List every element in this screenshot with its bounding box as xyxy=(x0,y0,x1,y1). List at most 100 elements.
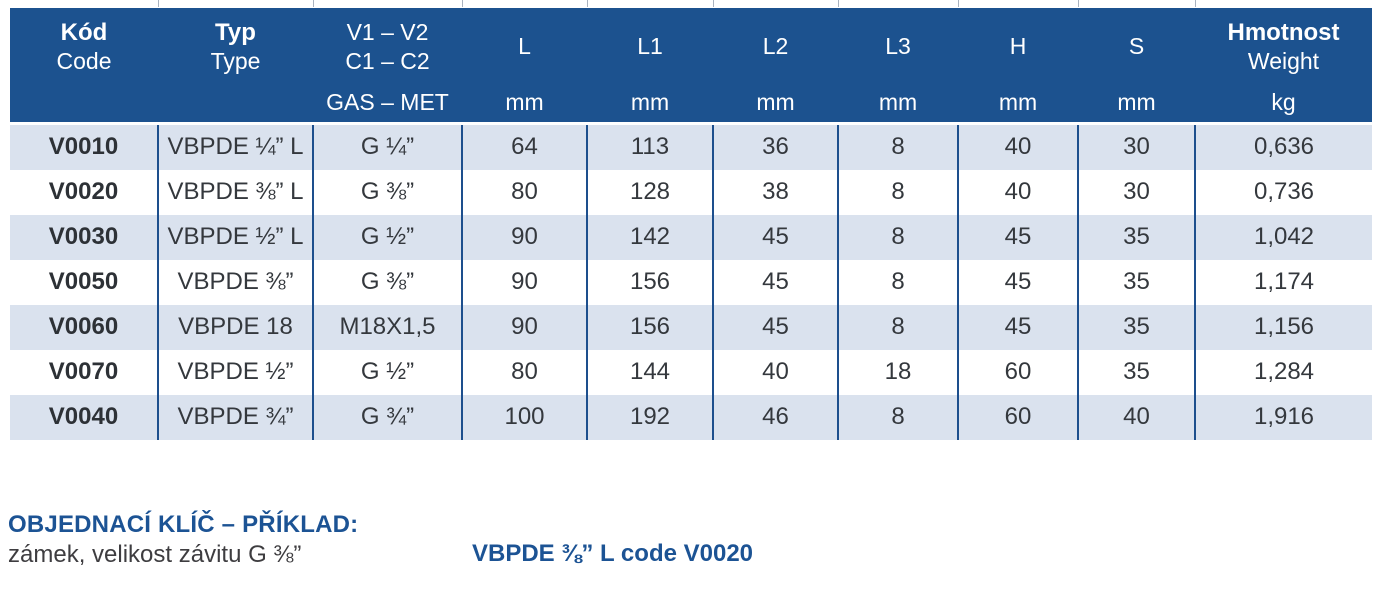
cell-l3: 8 xyxy=(837,214,958,260)
cell-h: 60 xyxy=(957,349,1078,395)
cell-h: 45 xyxy=(957,259,1078,305)
cell-h: 60 xyxy=(957,394,1078,440)
cell-code: V0020 xyxy=(10,169,158,215)
cell-type: VBPDE ¾” xyxy=(157,394,313,440)
cell-type: VBPDE 18 xyxy=(157,304,313,350)
cell-s: 30 xyxy=(1077,123,1195,170)
cell-l1: 156 xyxy=(586,259,713,305)
tick-mark xyxy=(713,0,714,7)
cell-h: 40 xyxy=(957,169,1078,215)
cell-l2: 45 xyxy=(712,304,838,350)
cell-h: 45 xyxy=(957,304,1078,350)
cell-l3: 8 xyxy=(837,169,958,215)
table-row: V0070 VBPDE ½” G ½” 80 144 40 18 60 35 1,284 xyxy=(10,349,1372,395)
cell-l3: 18 xyxy=(837,349,958,395)
cell-type: VBPDE ⅜” L xyxy=(157,169,313,215)
header-subtitle-code: Code xyxy=(56,47,112,74)
cell-l: 80 xyxy=(461,169,587,215)
header-title-type: Typ xyxy=(215,18,256,46)
header-title-h: H xyxy=(1009,33,1027,59)
cell-weight: 1,042 xyxy=(1194,214,1372,260)
ordering-example-description: zámek, velikost závitu G ⅜” xyxy=(8,541,302,568)
cell-l2: 36 xyxy=(712,123,838,170)
cell-code: V0060 xyxy=(10,304,158,350)
ordering-example-code: VBPDE ⅜” L code V0020 xyxy=(472,540,754,567)
header-title-l2: L2 xyxy=(762,33,789,59)
cell-weight: 0,736 xyxy=(1194,169,1372,215)
header-unit-code xyxy=(10,85,158,125)
header-unit-thread: GAS – MET xyxy=(313,85,462,125)
header-thread: V1 – V2 C1 – C2 xyxy=(313,8,462,85)
spec-table: Kód Code Typ Type V1 – V2 C1 – C2 L L1 L2 L3 H S Hmo… xyxy=(10,8,1372,440)
tick-mark xyxy=(313,0,314,7)
header-unit-weight: kg xyxy=(1195,85,1372,125)
header-weight: Hmotnost Weight xyxy=(1195,8,1372,85)
spec-table-header: Kód Code Typ Type V1 – V2 C1 – C2 L L1 L2 L3 H S Hmo… xyxy=(10,8,1372,125)
cell-thread: M18X1,5 xyxy=(312,304,462,350)
header-title-l1: L1 xyxy=(637,33,663,59)
cell-s: 35 xyxy=(1077,214,1195,260)
cell-s: 35 xyxy=(1077,259,1195,305)
cell-l: 90 xyxy=(461,214,587,260)
cell-type: VBPDE ½” L xyxy=(157,214,313,260)
cell-s: 35 xyxy=(1077,349,1195,395)
cell-l3: 8 xyxy=(837,394,958,440)
tick-mark xyxy=(958,0,959,7)
cell-type: VBPDE ⅜” xyxy=(157,259,313,305)
cell-l3: 8 xyxy=(837,123,958,170)
cell-l1: 144 xyxy=(586,349,713,395)
tick-mark xyxy=(158,0,159,7)
header-type: Typ Type xyxy=(158,8,313,85)
cell-weight: 1,174 xyxy=(1194,259,1372,305)
header-unit-type xyxy=(158,85,313,125)
cell-l2: 38 xyxy=(712,169,838,215)
header-unit-l: mm xyxy=(462,85,587,125)
cell-l: 80 xyxy=(461,349,587,395)
header-l2: L2 xyxy=(713,8,838,85)
cell-l2: 45 xyxy=(712,214,838,260)
header-title-weight: Hmotnost xyxy=(1227,18,1340,46)
header-l: L xyxy=(462,8,587,85)
header-title-s: S xyxy=(1128,33,1145,59)
cell-l1: 128 xyxy=(586,169,713,215)
cell-l2: 45 xyxy=(712,259,838,305)
header-code: Kód Code xyxy=(10,8,158,85)
cell-thread: G ⅜” xyxy=(312,169,462,215)
cell-weight: 1,916 xyxy=(1194,394,1372,440)
cell-thread: G ¼” xyxy=(312,123,462,170)
header-unit-s: mm xyxy=(1078,85,1195,125)
cell-code: V0070 xyxy=(10,349,158,395)
table-row: V0040 VBPDE ¾” G ¾” 100 192 46 8 60 40 1,916 xyxy=(10,394,1372,440)
cell-h: 45 xyxy=(957,214,1078,260)
cell-l: 100 xyxy=(461,394,587,440)
header-unit-l1: mm xyxy=(587,85,713,125)
header-s: S xyxy=(1078,8,1195,85)
cell-s: 40 xyxy=(1077,394,1195,440)
header-l1: L1 xyxy=(587,8,713,85)
tick-mark xyxy=(462,0,463,7)
cell-type: VBPDE ¼” L xyxy=(157,123,313,170)
cell-l1: 113 xyxy=(586,123,713,170)
table-row: V0050 VBPDE ⅜” G ⅜” 90 156 45 8 45 35 1,174 xyxy=(10,259,1372,305)
cell-code: V0010 xyxy=(10,123,158,170)
cell-thread: G ½” xyxy=(312,214,462,260)
cell-type: VBPDE ½” xyxy=(157,349,313,395)
tick-mark xyxy=(1078,0,1079,7)
cell-s: 30 xyxy=(1077,169,1195,215)
cell-l1: 142 xyxy=(586,214,713,260)
cell-l2: 40 xyxy=(712,349,838,395)
header-subtitle-weight: Weight xyxy=(1247,47,1320,74)
cell-code: V0040 xyxy=(10,394,158,440)
header-title-l: L xyxy=(518,33,531,59)
cell-l: 64 xyxy=(461,123,587,170)
cell-l3: 8 xyxy=(837,259,958,305)
cell-l: 90 xyxy=(461,259,587,305)
tick-mark xyxy=(587,0,588,7)
cell-l3: 8 xyxy=(837,304,958,350)
cell-l1: 192 xyxy=(586,394,713,440)
header-unit-h: mm xyxy=(958,85,1078,125)
header-unit-l3: mm xyxy=(838,85,958,125)
